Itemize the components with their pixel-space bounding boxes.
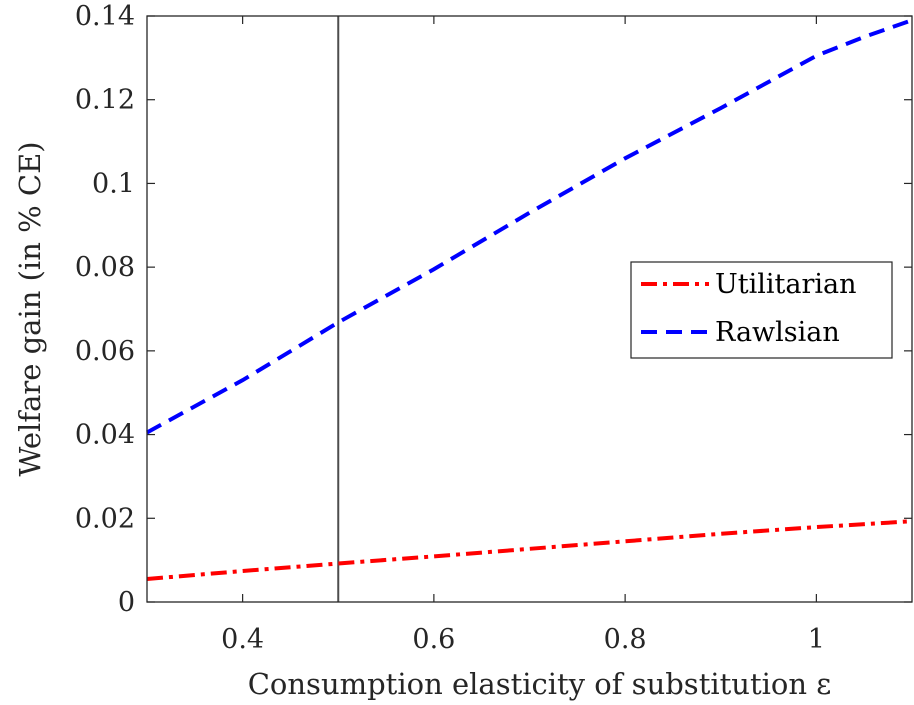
legend-box — [630, 261, 893, 359]
x-tick-label: 0.4 — [221, 624, 264, 655]
marks-layer — [146, 16, 913, 602]
y-tick-label: 0 — [118, 587, 135, 618]
y-tick-label: 0.04 — [75, 420, 135, 451]
series-line-utilitarian — [146, 519, 913, 581]
plot-frame — [146, 15, 913, 603]
x-tick-label: 0.8 — [604, 624, 647, 655]
legend-label-rawlsian: Rawlsian — [715, 317, 840, 348]
legend-label-utilitarian: Utilitarian — [715, 269, 857, 300]
y-tick-label: 0.06 — [75, 336, 135, 367]
y-tick-label: 0.1 — [92, 168, 135, 199]
y-tick-label: 0.08 — [75, 252, 135, 283]
x-tick-label: 0.6 — [412, 624, 455, 655]
legend: Utilitarian Rawlsian — [630, 261, 893, 359]
y-tick-label: 0.02 — [75, 503, 135, 534]
y-tick-label: 0.12 — [75, 85, 135, 116]
x-axis-title: Consumption elasticity of substitution ε — [248, 667, 832, 701]
y-axis-title: Welfare gain (in % CE) — [13, 141, 47, 476]
y-tick-label: 0.14 — [75, 1, 135, 32]
x-tick-label: 1 — [808, 624, 825, 655]
ticks-layer: 0.4 0.6 0.8 1 0 0.02 0.04 0.06 0.08 0.1 0.12 0.14 — [75, 1, 912, 655]
series-line-rawlsian — [146, 18, 913, 435]
